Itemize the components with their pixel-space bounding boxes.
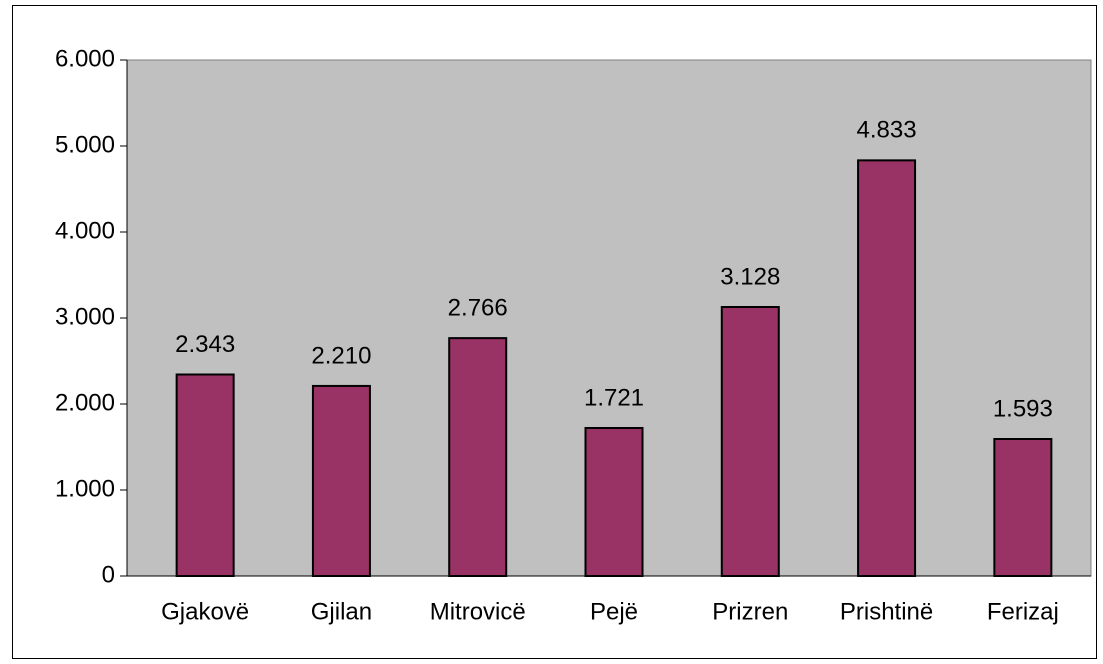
y-tick-label: 4.000: [55, 217, 115, 244]
y-tick-label: 2.000: [55, 389, 115, 416]
bar: [584, 426, 644, 577]
y-tick-label: 3.000: [55, 303, 115, 330]
data-label: 1.593: [993, 395, 1053, 422]
bar: [448, 337, 508, 577]
data-label: 2.343: [175, 331, 235, 358]
bar: [720, 305, 780, 577]
y-tick-label: 6.000: [55, 45, 115, 72]
x-tick-label: Prishtinë: [840, 598, 933, 625]
bar: [857, 159, 917, 577]
x-tick-label: Gjakovë: [161, 598, 249, 625]
y-tick-label: 0: [102, 561, 115, 588]
data-label: 2.210: [311, 342, 371, 369]
x-tick-label: Prizren: [712, 598, 788, 625]
x-tick-label: Ferizaj: [987, 598, 1059, 625]
bar: [175, 373, 235, 578]
x-tick-label: Pejë: [590, 598, 638, 625]
y-tick-label: 5.000: [55, 131, 115, 158]
data-label: 4.833: [857, 117, 917, 144]
data-label: 2.766: [448, 294, 508, 321]
x-tick-label: Gjilan: [311, 598, 372, 625]
x-tick-label: Mitrovicë: [430, 598, 526, 625]
data-label: 1.721: [584, 384, 644, 411]
y-tick-label: 1.000: [55, 475, 115, 502]
data-label: 3.128: [720, 263, 780, 290]
bar: [311, 384, 371, 577]
bar: [993, 438, 1053, 578]
